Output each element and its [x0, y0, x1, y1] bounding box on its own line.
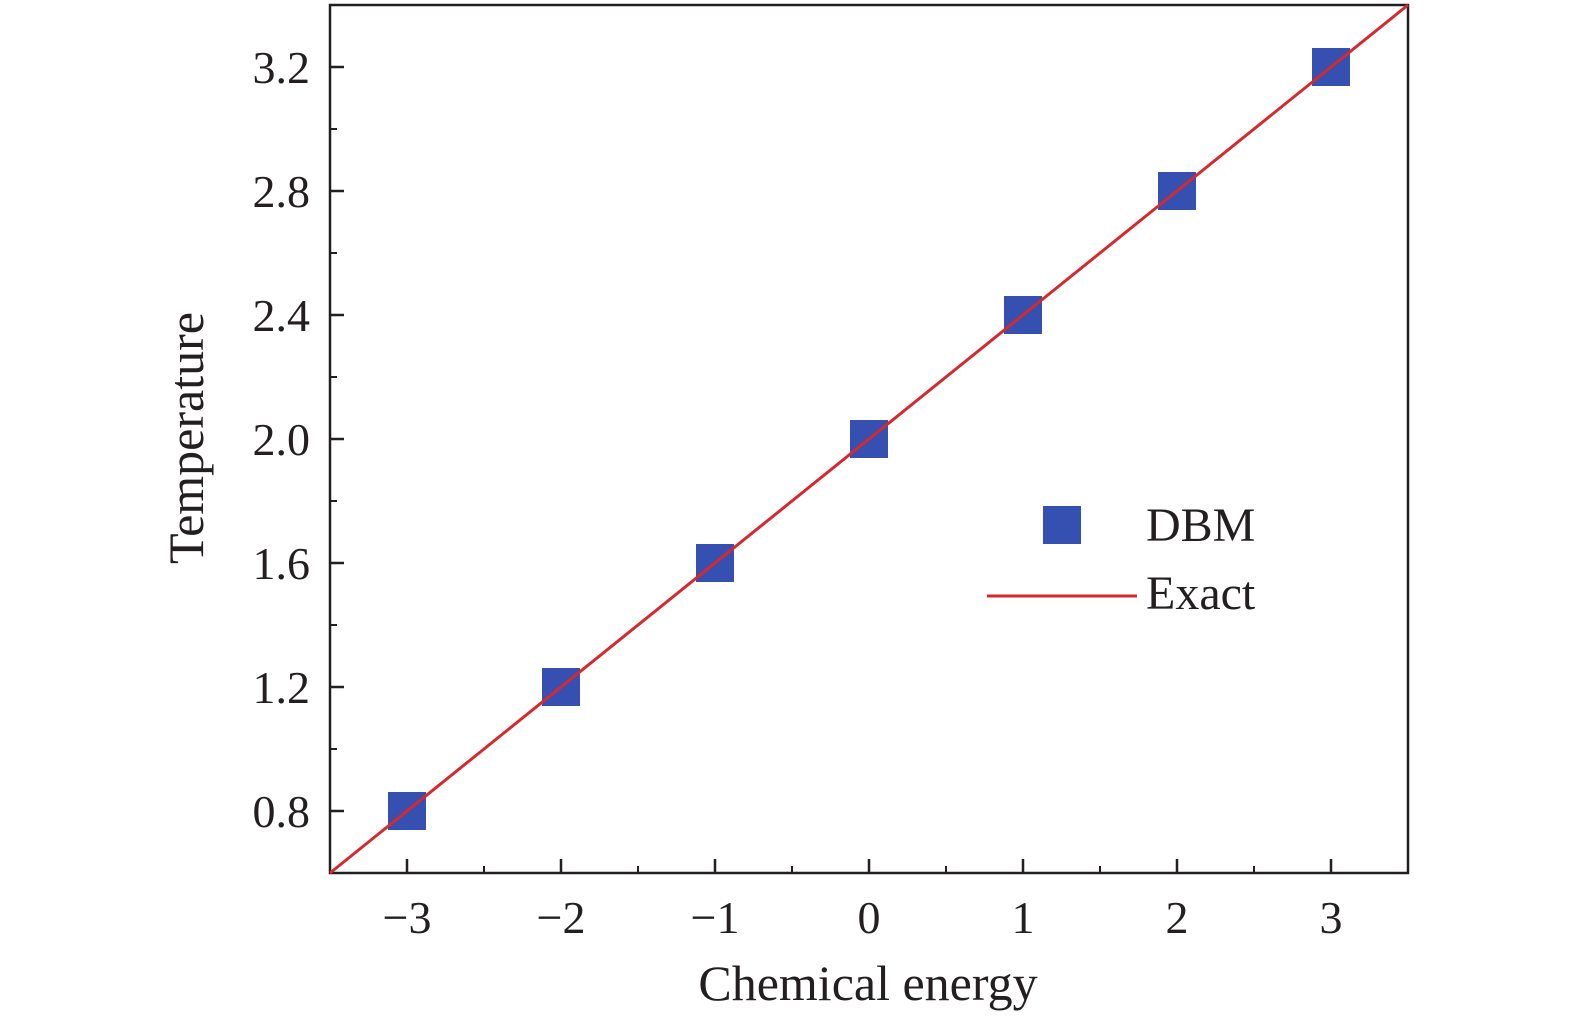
legend-label-dbm: DBM: [1146, 499, 1255, 552]
x-tick-label: −1: [691, 892, 740, 943]
x-tick-label: −2: [537, 892, 586, 943]
y-tick-label: 2.8: [253, 166, 311, 217]
x-tick-label: 2: [1166, 892, 1189, 943]
major-ticks: [330, 65, 1333, 873]
x-axis-title: Chemical energy: [698, 955, 1037, 1011]
y-tick-label: 3.2: [253, 42, 311, 93]
series-layer: [329, 3, 1409, 875]
legend: DBM Exact: [987, 499, 1256, 620]
x-tick-labels: −3 −2 −1 0 1 2 3: [383, 892, 1343, 943]
legend-marker-dbm: [1043, 506, 1081, 544]
y-tick-label: 1.6: [253, 538, 311, 589]
y-tick-label: 2.0: [253, 414, 311, 465]
minor-ticks: [329, 4, 1409, 874]
y-tick-label: 0.8: [253, 786, 311, 837]
y-tick-label: 2.4: [253, 290, 311, 341]
exact-line: [329, 3, 1409, 875]
x-tick-label: −3: [383, 892, 432, 943]
x-tick-label: 3: [1320, 892, 1343, 943]
legend-label-exact: Exact: [1146, 567, 1256, 620]
x-tick-label: 0: [858, 892, 881, 943]
x-tick-label: 1: [1012, 892, 1035, 943]
y-tick-label: 1.2: [253, 662, 311, 713]
y-tick-labels: 0.8 1.2 1.6 2.0 2.4 2.8 3.2: [253, 42, 311, 837]
y-axis-title: Temperature: [158, 312, 214, 564]
